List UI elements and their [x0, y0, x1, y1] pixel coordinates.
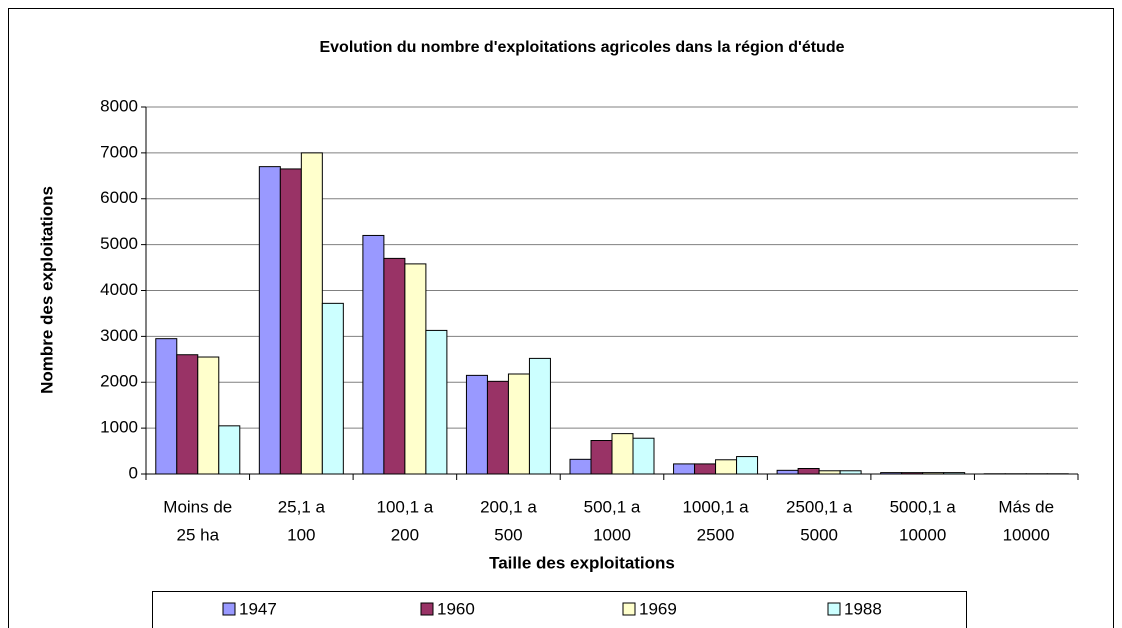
- x-tick-label: 5000: [800, 525, 838, 544]
- legend-label: 1988: [844, 599, 882, 618]
- bar: [694, 463, 717, 475]
- y-tick-label: 2000: [100, 372, 138, 391]
- bar: [155, 338, 178, 475]
- legend-swatch: [222, 602, 236, 616]
- x-tick-label: 25 ha: [177, 525, 220, 544]
- x-tick-label: 100,1 a: [377, 497, 434, 516]
- bar: [404, 263, 427, 475]
- x-tick-label: 1000,1 a: [682, 497, 749, 516]
- x-tick-label: Moins de: [163, 497, 232, 516]
- bar: [528, 357, 551, 475]
- bar: [715, 459, 738, 475]
- bar: [465, 374, 488, 475]
- x-tick-label: 2500,1 a: [786, 497, 853, 516]
- bar: [383, 257, 406, 475]
- x-tick-label: Más de: [998, 497, 1054, 516]
- y-axis-title: Nombre des exploitations: [37, 186, 56, 394]
- bar: [673, 463, 696, 475]
- bar: [776, 469, 799, 475]
- x-tick-label: 500,1 a: [584, 497, 641, 516]
- bar: [569, 458, 592, 475]
- y-tick-label: 5000: [100, 234, 138, 253]
- bar: [258, 166, 281, 475]
- bar: [486, 380, 509, 475]
- x-axis-title: Taille des exploitations: [489, 553, 675, 572]
- chart-border: [8, 8, 1114, 628]
- y-tick-label: 6000: [100, 188, 138, 207]
- legend-label: 1947: [239, 599, 277, 618]
- bar: [590, 440, 613, 475]
- y-tick-label: 7000: [100, 142, 138, 161]
- bar: [507, 373, 530, 475]
- x-tick-label: 100: [287, 525, 315, 544]
- bar: [425, 329, 448, 475]
- y-tick-label: 3000: [100, 326, 138, 345]
- x-tick-label: 25,1 a: [278, 497, 326, 516]
- x-tick-label: 200,1 a: [480, 497, 537, 516]
- y-tick-label: 8000: [100, 96, 138, 115]
- bar: [300, 152, 323, 475]
- x-tick-label: 500: [494, 525, 522, 544]
- bar: [736, 456, 759, 475]
- bar: [362, 234, 385, 475]
- bar: [611, 433, 634, 475]
- bar: [218, 425, 241, 475]
- y-tick-label: 0: [129, 463, 138, 482]
- bar: [632, 437, 655, 475]
- bar: [279, 168, 302, 475]
- x-tick-label: 10000: [899, 525, 946, 544]
- legend-label: 1969: [639, 599, 677, 618]
- y-tick-label: 1000: [100, 418, 138, 437]
- bar: [797, 467, 820, 475]
- bar: [321, 302, 344, 475]
- x-tick-label: 1000: [593, 525, 631, 544]
- legend-swatch: [622, 602, 636, 616]
- x-tick-label: 10000: [1003, 525, 1050, 544]
- legend-label: 1960: [437, 599, 475, 618]
- x-tick-label: 200: [391, 525, 419, 544]
- x-tick-label: 5000,1 a: [890, 497, 957, 516]
- x-tick-label: 2500: [697, 525, 735, 544]
- bar: [197, 356, 220, 475]
- legend-swatch: [420, 602, 434, 616]
- chart-title: Evolution du nombre d'exploitations agri…: [319, 39, 844, 56]
- bar: [176, 354, 199, 475]
- y-tick-label: 4000: [100, 280, 138, 299]
- legend-swatch: [827, 602, 841, 616]
